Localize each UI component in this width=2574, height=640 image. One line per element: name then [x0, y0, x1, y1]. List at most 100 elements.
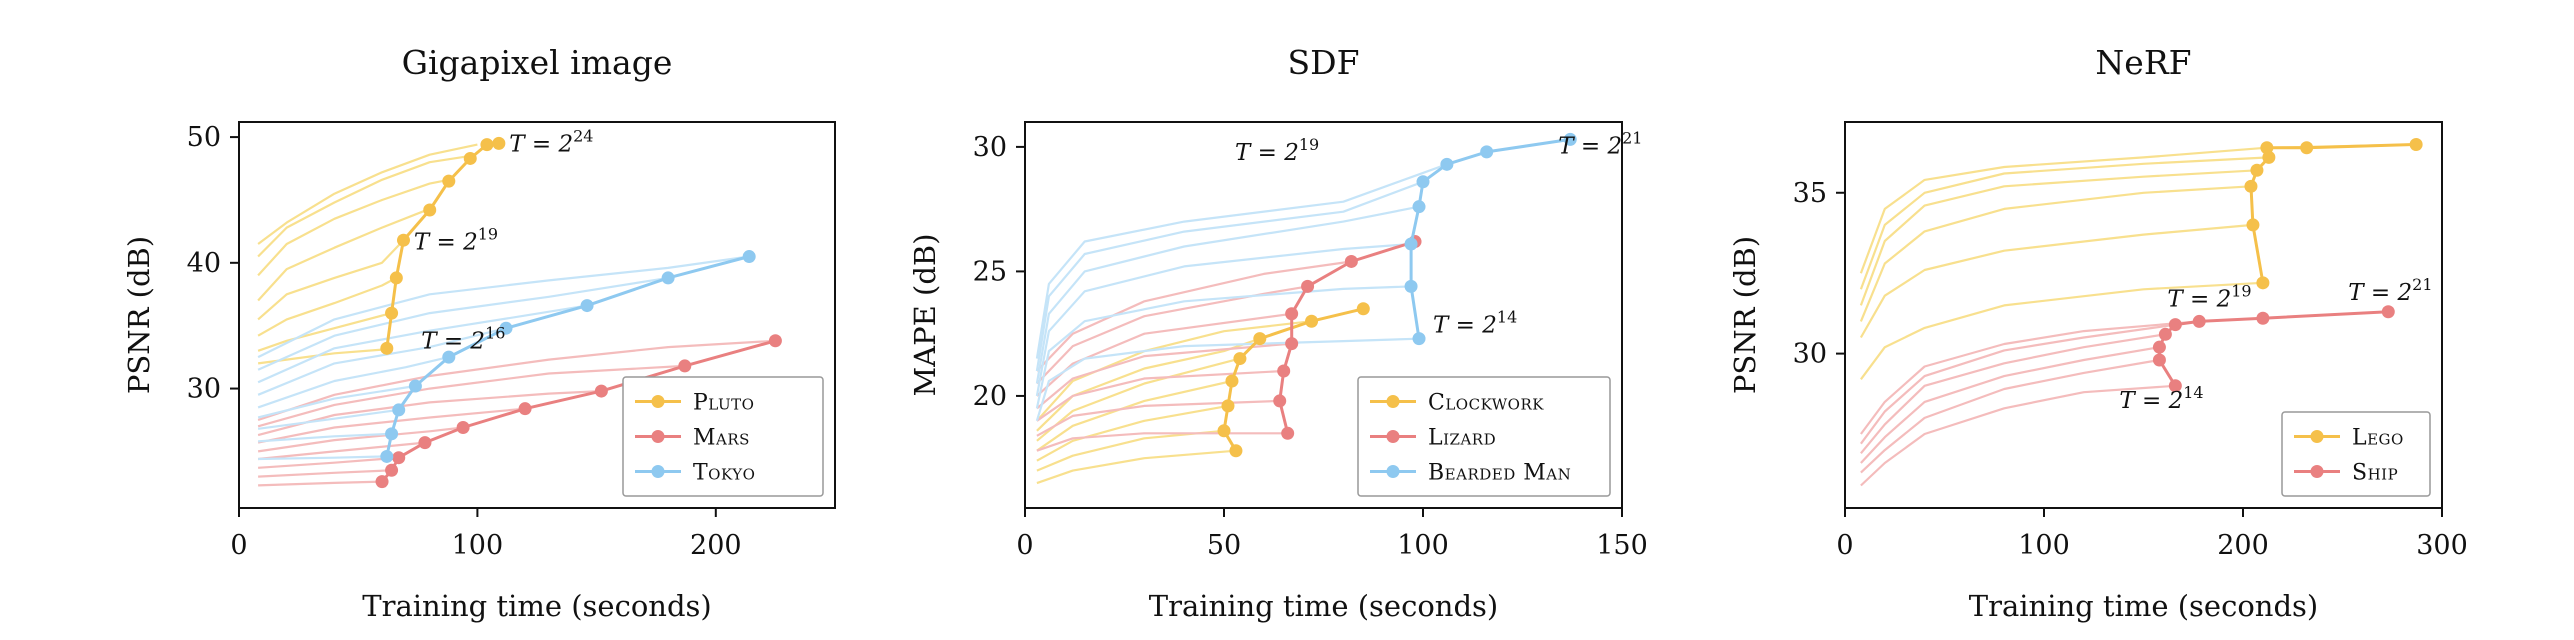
x-tick-label-0: 0: [1836, 530, 1853, 561]
background-curve-red-7: [258, 469, 392, 478]
legend-swatch-marker-lizard: [1386, 430, 1400, 443]
background-curve-red-0: [1860, 320, 2200, 435]
data-point-bearded-man-7: [1563, 132, 1577, 146]
background-curve-blue-5: [257, 384, 416, 419]
background-curve-blue-5: [1035, 337, 1420, 422]
y-tick-label-0: 30: [187, 374, 221, 405]
legend-label-lizard: Lizard: [1428, 426, 1496, 451]
background-curve-yellow-5: [1860, 281, 2263, 380]
background-curve-blue-4: [1035, 285, 1412, 409]
chart-sdf: SDF Training time (seconds) MAPE (dB) T = 2…: [908, 43, 1648, 623]
background-curve-red-1: [1860, 323, 2176, 445]
legend-label-pluto: Pluto: [693, 391, 754, 416]
background-curve-blue-0: [257, 255, 750, 359]
series-mars: [375, 334, 782, 489]
legend-label-mars: Mars: [693, 426, 750, 451]
chart-gigapixel: Gigapixel image Training time (seconds) PS…: [122, 43, 836, 623]
legend-label-ship: Ship: [2352, 461, 2398, 486]
legend-label-bearded-man: Bearded Man: [1428, 461, 1571, 486]
legend: Clockwork Lizard Bearded Man: [1357, 376, 1611, 497]
data-point-tokyo-5: [499, 321, 513, 335]
data-point-mars-2: [392, 451, 406, 465]
data-point-ship-0: [2168, 379, 2182, 393]
legend-swatch-marker-clockwork: [1386, 395, 1400, 408]
data-point-tokyo-2: [392, 403, 406, 417]
y-tick-label-1: 40: [187, 248, 221, 279]
data-point-clockwork-4: [1233, 352, 1247, 366]
legend-box: [1357, 376, 1611, 497]
data-point-ship-4: [2168, 318, 2182, 332]
background-curve-blue-4: [257, 356, 450, 409]
x-tick-label-2: 200: [690, 530, 742, 561]
annotation-base: T = 2: [2348, 280, 2412, 306]
series-line-clockwork: [1222, 307, 1364, 452]
x-tick-label-2: 200: [2217, 530, 2269, 561]
background-curve-yellow-2: [257, 178, 450, 277]
data-point-ship-6: [2256, 311, 2270, 325]
background-curve-blue-3: [1035, 242, 1412, 397]
annotation-exponent: 21: [2412, 275, 2432, 294]
data-point-lizard-1: [1273, 394, 1287, 408]
background-curve-yellow-2: [1859, 169, 2257, 306]
data-point-lizard-2: [1277, 364, 1291, 378]
background-curve-blue-3: [257, 327, 507, 396]
data-point-bearded-man-5: [1440, 157, 1454, 171]
legend-swatch-marker-tokyo: [651, 465, 665, 478]
legend-box: [622, 376, 824, 497]
annotation-2: T = 216: [421, 323, 505, 354]
data-point-clockwork-0: [1229, 444, 1243, 458]
y-axis-label: PSNR (dB): [1728, 236, 1762, 394]
data-point-pluto-2: [389, 271, 403, 285]
data-point-pluto-6: [463, 151, 477, 165]
data-point-tokyo-7: [661, 271, 675, 285]
plot-frame: [238, 121, 836, 509]
legend-label-tokyo: Tokyo: [693, 461, 755, 486]
data-point-tokyo-4: [442, 350, 456, 364]
data-point-lego-2: [2244, 179, 2258, 193]
data-point-pluto-8: [492, 136, 506, 150]
y-axis-label: PSNR (dB): [122, 236, 156, 394]
legend: Pluto Mars Tokyo: [622, 376, 824, 497]
background-curve-blue-1: [257, 276, 669, 371]
background-curve-blue-7: [258, 432, 392, 443]
data-point-ship-5: [2192, 314, 2206, 328]
data-point-ship-2: [2152, 340, 2166, 354]
chart-title: SDF: [1288, 43, 1360, 82]
data-point-clockwork-5: [1253, 332, 1267, 346]
data-point-bearded-man-2: [1404, 237, 1418, 251]
chart-nerf: NeRF Training time (seconds) PSNR (dB) T = …: [1728, 43, 2468, 623]
data-point-mars-4: [456, 421, 470, 435]
annotation-1: T = 219: [414, 224, 498, 255]
data-point-lizard-3: [1285, 337, 1299, 351]
data-point-lego-1: [2246, 218, 2260, 232]
x-tick-label-2: 100: [1397, 530, 1449, 561]
background-curve-red-3: [1036, 342, 1292, 410]
data-point-tokyo-8: [742, 250, 756, 264]
annotation-exponent: 14: [2183, 383, 2203, 402]
data-point-lego-3: [2250, 163, 2264, 177]
annotation-base: T = 2: [1558, 133, 1622, 159]
series-line-lego: [2249, 143, 2417, 284]
chart-title: Gigapixel image: [402, 43, 673, 82]
data-point-tokyo-6: [580, 299, 594, 313]
background-curve-red-2: [1036, 312, 1292, 397]
background-curve-red-0: [257, 339, 776, 422]
annotation-0: T = 224: [509, 126, 593, 157]
data-point-mars-7: [678, 359, 692, 373]
data-point-ship-7: [2381, 305, 2395, 319]
background-curve-red-1: [257, 364, 685, 428]
data-point-pluto-0: [380, 341, 394, 355]
annotation-1: T = 219: [2167, 282, 2251, 313]
background-curves: [257, 143, 776, 487]
annotation-base: T = 2: [1235, 140, 1299, 166]
series-lizard: [1273, 235, 1422, 440]
annotation-base: T = 2: [414, 229, 478, 255]
background-curve-yellow-3: [1859, 185, 2252, 322]
background-curve-blue-1: [1035, 180, 1424, 372]
data-point-mars-0: [375, 475, 389, 489]
data-point-clockwork-1: [1217, 424, 1231, 438]
annotation-exponent: 16: [485, 323, 505, 342]
data-point-clockwork-3: [1225, 374, 1239, 388]
background-curve-red-3: [257, 407, 526, 444]
